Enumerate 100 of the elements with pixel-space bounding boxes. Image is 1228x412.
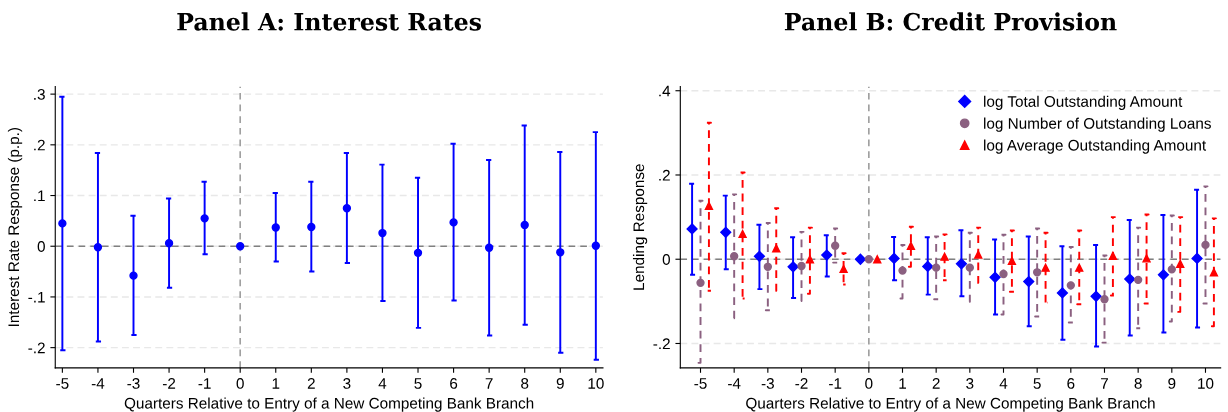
point: [1201, 240, 1210, 250]
point: [271, 223, 280, 232]
x-tick-label: -4: [728, 378, 741, 389]
y-tick-label: .1: [34, 190, 45, 202]
x-tick-label: 8: [1134, 378, 1142, 389]
x-tick-label: 1: [899, 378, 906, 389]
point: [940, 252, 949, 261]
x-tick-label: -3: [127, 378, 140, 389]
x-tick-label: -2: [795, 378, 808, 389]
y-tick-label: .2: [659, 169, 670, 181]
point: [520, 220, 529, 230]
x-tick-label: -1: [198, 378, 211, 389]
point: [772, 244, 781, 253]
x-tick-label: 7: [1101, 378, 1108, 389]
x-tick-label: 3: [343, 378, 351, 389]
x-tick-label: -4: [91, 378, 105, 389]
point: [1176, 259, 1185, 269]
x-tick-label: 4: [999, 378, 1008, 389]
x-tick-label: 8: [521, 378, 529, 389]
point: [873, 255, 882, 264]
y-tick-label: .2: [34, 139, 45, 151]
point: [1066, 281, 1075, 290]
x-axis-title: Quarters Relative to Entry of a New Competing Bank Branch: [124, 397, 534, 412]
legend-label: log Average Outstanding Amount: [984, 139, 1207, 154]
point: [720, 226, 732, 238]
point: [831, 241, 840, 250]
x-tick-label: 10: [588, 378, 604, 389]
y-tick-label: 0: [662, 254, 670, 265]
x-tick-label: -5: [694, 378, 707, 389]
point: [1007, 256, 1017, 266]
y-tick-label: -.2: [28, 342, 45, 354]
point: [484, 243, 494, 252]
point: [1108, 251, 1118, 261]
point: [763, 262, 773, 271]
point: [449, 218, 458, 227]
y-tick-label: -.2: [653, 338, 670, 350]
x-tick-label: 9: [1168, 378, 1176, 389]
x-tick-label: 5: [1033, 378, 1041, 389]
x-tick-label: -1: [829, 378, 842, 389]
x-tick-label: 0: [236, 378, 244, 389]
point: [738, 229, 747, 239]
y-axis-title: Interest Rate Response (p.p.): [7, 127, 23, 326]
point: [696, 278, 705, 287]
x-tick-label: 10: [1198, 378, 1214, 389]
point: [1075, 263, 1084, 272]
point: [839, 264, 848, 274]
point: [955, 258, 968, 270]
point: [753, 250, 766, 262]
x-tick-label: 9: [556, 378, 564, 389]
legend-label: log Number of Outstanding Loans: [984, 117, 1211, 132]
point: [591, 241, 601, 250]
point: [797, 261, 806, 271]
point: [413, 248, 423, 257]
point: [922, 260, 934, 272]
y-tick-label: 0: [37, 241, 45, 252]
point: [93, 243, 103, 252]
point: [1209, 268, 1219, 277]
legend-label: log Total Outstanding Amount: [984, 95, 1183, 110]
point: [805, 255, 815, 264]
point: [965, 263, 974, 272]
x-tick-label: -5: [56, 378, 69, 389]
x-tick-label: 7: [485, 378, 493, 389]
point: [999, 269, 1008, 279]
y-tick-label: -.1: [28, 291, 45, 303]
x-axis-title: Quarters Relative to Entry of a New Competing Bank Branch: [746, 397, 1155, 412]
x-tick-label: 3: [966, 378, 974, 389]
y-tick-label: .4: [659, 85, 671, 97]
point: [1041, 263, 1050, 272]
point: [931, 263, 941, 272]
point: [1090, 290, 1102, 302]
point: [906, 241, 916, 250]
point: [1100, 295, 1109, 304]
point: [1157, 269, 1170, 281]
point: [864, 255, 874, 264]
point: [1167, 265, 1176, 274]
point: [378, 228, 387, 238]
point: [1032, 268, 1042, 277]
chart-title: Panel A: Interest Rates: [177, 12, 482, 31]
x-tick-label: 1: [272, 378, 280, 389]
point: [129, 271, 138, 280]
point: [787, 261, 799, 273]
point: [704, 201, 714, 210]
point: [1023, 275, 1035, 288]
point: [821, 249, 833, 261]
point: [556, 248, 565, 257]
point: [1124, 273, 1136, 285]
x-tick-label: 5: [414, 378, 422, 389]
point: [686, 223, 698, 235]
point: [1142, 254, 1151, 263]
point: [974, 250, 983, 259]
y-axis-title: Lending Response: [632, 164, 648, 290]
point: [307, 222, 316, 232]
point: [342, 204, 352, 213]
point: [1133, 275, 1143, 285]
x-tick-label: -3: [761, 378, 774, 389]
chart-title: Panel B: Credit Provision: [784, 12, 1117, 31]
point: [164, 239, 174, 248]
y-tick-label: .3: [34, 88, 45, 100]
point: [1191, 252, 1203, 264]
x-tick-label: 2: [307, 378, 315, 389]
